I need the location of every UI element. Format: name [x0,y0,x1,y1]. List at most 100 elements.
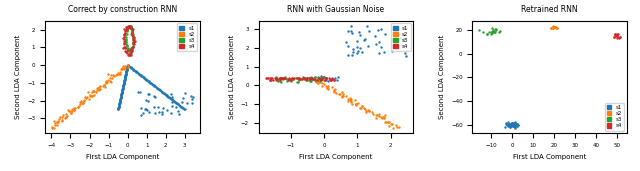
s4 [266,76,276,79]
s1 [154,111,164,113]
s2 [323,87,333,90]
s1 [500,125,510,128]
s1 [182,101,192,104]
s4 [125,24,135,27]
s1 [360,39,370,42]
s4 [119,43,129,45]
s4 [129,40,140,43]
s2 [343,97,353,100]
s1 [115,98,125,101]
s1 [114,105,124,108]
s2 [364,110,374,113]
s4 [268,78,278,81]
Legend: s1, s2, s3, s4: s1, s2, s3, s4 [605,103,625,131]
s1 [180,108,190,111]
s1 [379,51,389,54]
s1 [177,106,188,109]
s1 [121,71,131,74]
s2 [378,116,388,119]
s4 [613,33,623,36]
s2 [353,102,364,104]
s3 [126,26,136,29]
s1 [144,93,154,96]
s1 [122,65,132,68]
s4 [127,36,138,38]
s2 [67,107,77,110]
s1 [346,30,356,33]
s2 [70,107,81,110]
s2 [47,125,57,128]
Legend: s1, s2, s3, s4: s1, s2, s3, s4 [177,23,197,51]
s1 [120,78,130,81]
s1 [323,79,333,82]
s2 [317,85,327,88]
s4 [316,78,326,81]
s4 [120,49,130,52]
s1 [509,124,519,127]
s1 [364,30,374,33]
s2 [552,26,563,29]
s4 [302,77,312,79]
s2 [113,73,124,75]
s1 [122,65,132,68]
s4 [118,36,129,39]
s2 [119,68,129,70]
s1 [376,45,386,48]
s1 [143,80,154,83]
s3 [122,47,132,49]
s2 [343,100,353,103]
s1 [509,122,520,125]
s1 [121,72,131,75]
s3 [283,79,293,82]
s2 [380,114,390,117]
s3 [282,78,292,81]
s4 [321,77,331,80]
s2 [61,113,72,116]
s2 [95,85,106,88]
s1 [163,95,173,97]
s4 [292,77,303,80]
s4 [288,78,298,80]
s3 [127,45,138,48]
s2 [383,121,394,123]
s4 [123,25,133,28]
s1 [154,88,164,91]
s3 [122,26,132,29]
s2 [357,104,367,107]
s2 [383,121,393,123]
s1 [179,108,189,110]
s1 [114,103,124,106]
s2 [323,87,333,90]
s4 [271,77,281,80]
s1 [118,86,128,88]
s2 [380,117,390,120]
s1 [174,104,184,106]
s4 [119,32,129,35]
s1 [124,64,134,67]
s2 [117,68,127,71]
s1 [504,122,515,125]
s2 [64,110,74,113]
X-axis label: First LDA Component: First LDA Component [513,154,586,160]
s1 [120,78,130,81]
s3 [495,30,506,33]
s3 [484,31,494,34]
s2 [371,117,381,119]
s2 [108,77,118,79]
Title: Retrained RNN: Retrained RNN [522,5,578,14]
s1 [140,107,150,110]
s2 [58,113,68,116]
s1 [120,73,131,76]
s2 [61,116,72,118]
s4 [613,36,623,38]
s1 [390,26,400,29]
s4 [124,24,134,27]
s1 [164,96,174,98]
s4 [267,77,277,80]
s2 [350,98,360,101]
s1 [127,68,138,70]
s4 [325,77,335,80]
s4 [128,37,138,40]
s1 [363,45,373,48]
s2 [65,111,76,114]
